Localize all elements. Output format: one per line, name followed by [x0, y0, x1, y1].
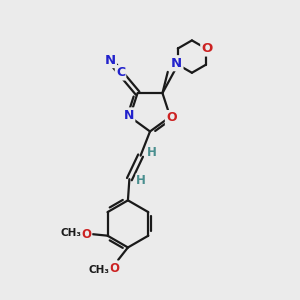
Text: O: O — [81, 228, 91, 241]
Text: O: O — [166, 112, 177, 124]
Text: H: H — [147, 146, 157, 159]
Text: C: C — [116, 66, 125, 79]
Text: H: H — [136, 174, 146, 187]
Text: N: N — [124, 109, 134, 122]
Text: N: N — [104, 54, 116, 67]
Text: O: O — [110, 262, 120, 275]
Text: N: N — [171, 57, 182, 70]
Text: CH₃: CH₃ — [89, 266, 110, 275]
Text: CH₃: CH₃ — [61, 228, 82, 238]
Text: O: O — [202, 42, 213, 55]
